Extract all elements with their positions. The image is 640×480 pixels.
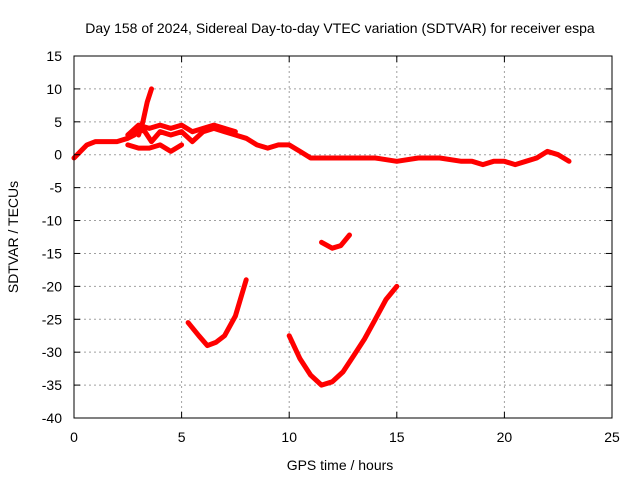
y-tick-label: -5: [50, 180, 63, 196]
y-tick-label: -15: [42, 245, 62, 261]
series-spike: [136, 86, 154, 138]
y-tick-label: -40: [42, 410, 62, 426]
y-tick-label: -35: [42, 377, 62, 393]
series-arc-1: [185, 277, 249, 349]
y-tick-label: 5: [54, 114, 62, 130]
x-tick-label: 15: [389, 429, 405, 445]
series-arc-2: [286, 283, 400, 388]
y-tick-label: 10: [46, 81, 62, 97]
x-tick-label: 20: [497, 429, 513, 445]
x-tick-label: 25: [604, 429, 620, 445]
axis-ticks: 0 5 10 15 20 25 15 10 5 0 -5 -10 -15 -20 -25 -30 -35 -40: [42, 48, 620, 445]
y-tick-label: -20: [42, 278, 62, 294]
y-tick-label: 15: [46, 48, 62, 64]
chart-title: Day 158 of 2024, Sidereal Day-to-day VTE…: [85, 20, 595, 36]
series-main-band-upper: [125, 122, 238, 138]
grid-lines: [74, 56, 612, 418]
y-tick-label: -30: [42, 344, 62, 360]
series-arc-3: [319, 232, 352, 251]
data-series: [71, 86, 572, 388]
y-tick-label: -10: [42, 213, 62, 229]
series-main-band: [71, 125, 572, 168]
plot-frame: [73, 55, 613, 419]
y-tick-label: 0: [54, 147, 62, 163]
x-tick-label: 10: [281, 429, 297, 445]
y-axis-label: SDTVAR / TECUs: [5, 181, 21, 293]
series-main-band-lower: [125, 142, 185, 154]
x-tick-label: 0: [70, 429, 78, 445]
y-tick-label: -25: [42, 311, 62, 327]
x-tick-label: 5: [178, 429, 186, 445]
x-axis-label: GPS time / hours: [287, 457, 394, 473]
